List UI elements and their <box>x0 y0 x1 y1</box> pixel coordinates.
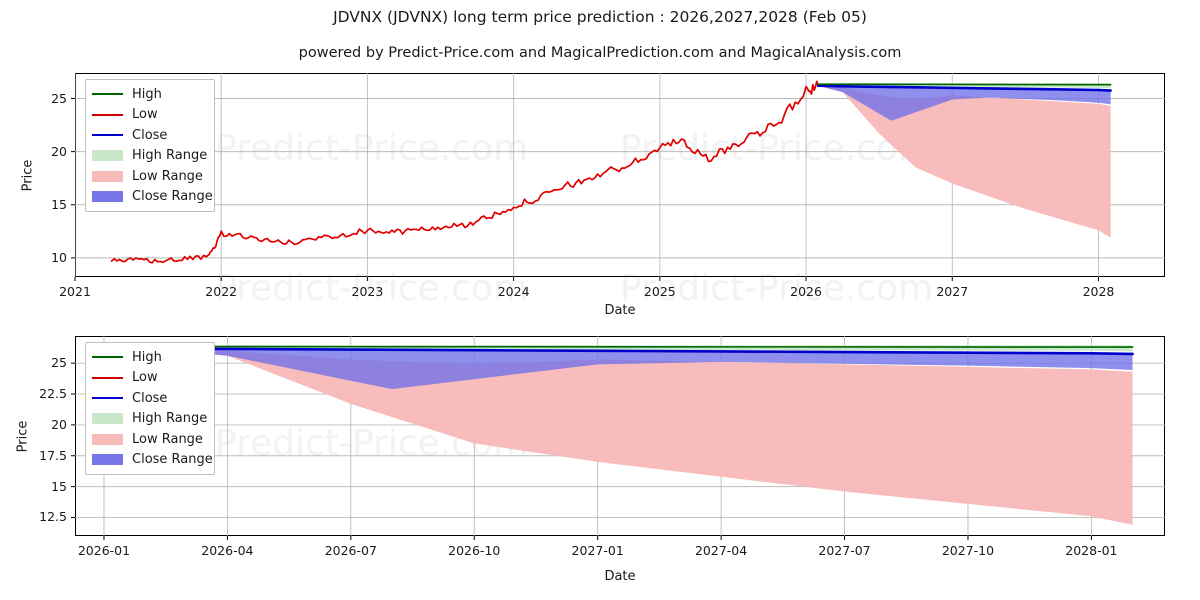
y-axis-tick-label: 17.5 <box>39 447 67 463</box>
y-axis-tick-label: 20 <box>51 416 67 432</box>
legend-item-label: Low Range <box>132 168 203 184</box>
legend-patch-swatch-icon <box>92 149 123 162</box>
forecast-legend-item-low-range: Low Range <box>92 429 207 450</box>
forecast-legend-item-high: High <box>92 347 207 368</box>
legend-patch-swatch-icon <box>92 170 123 183</box>
x-axis-tick-label: 2026-01 <box>77 543 131 558</box>
overview-legend: High Low Close High Range Low Range Close Ran… <box>85 79 215 212</box>
legend-item-label: High Range <box>132 148 208 164</box>
legend-item-label: Low <box>132 107 158 123</box>
overview-x-axis-label: Date <box>604 303 636 318</box>
legend-line-swatch-icon <box>92 351 123 364</box>
legend-item-label: Close Range <box>132 189 213 205</box>
forecast-legend-item-close-range: Close Range <box>92 450 213 471</box>
legend-line-swatch-icon <box>92 129 123 142</box>
legend-line-swatch-icon <box>92 371 123 384</box>
forecast-x-axis-label: Date <box>604 569 636 584</box>
x-axis-tick-label: 2027-07 <box>818 543 871 558</box>
x-axis-tick-label: 2027-10 <box>941 543 995 558</box>
forecast-legend-item-close: Close <box>92 388 207 409</box>
page-title: JDVNX (JDVNX) long term price prediction… <box>333 8 867 26</box>
x-axis-tick-label: 2026-10 <box>448 543 501 558</box>
legend-patch-swatch-icon <box>92 412 123 425</box>
y-axis-tick-label: 15 <box>51 478 67 494</box>
overview-legend-item-close: Close <box>92 125 207 146</box>
overview-legend-item-high-range: High Range <box>92 146 207 167</box>
y-axis-tick-label: 22.5 <box>39 386 67 402</box>
y-axis-tick-label: 15 <box>51 196 67 212</box>
y-axis-tick-label: 20 <box>51 143 67 159</box>
x-axis-tick-label: 2027-04 <box>694 543 748 558</box>
legend-item-label: Low Range <box>132 431 203 447</box>
x-axis-tick-label: 2026 <box>790 284 822 299</box>
x-axis-tick-label: 2028 <box>1082 284 1115 299</box>
y-axis-tick-label: 12.5 <box>39 509 67 525</box>
overview-legend-item-low-range: Low Range <box>92 166 207 187</box>
legend-patch-swatch-icon <box>92 453 123 466</box>
legend-line-swatch-icon <box>92 108 123 121</box>
overview-legend-item-low: Low <box>92 105 207 126</box>
x-axis-tick-label: 2024 <box>497 284 530 299</box>
legend-item-label: Close Range <box>132 452 213 468</box>
page-subtitle: powered by Predict-Price.com and Magical… <box>298 45 902 61</box>
forecast-legend-item-high-range: High Range <box>92 409 207 430</box>
legend-line-swatch-icon <box>92 392 123 405</box>
y-axis-tick-label: 25 <box>51 355 67 371</box>
legend-patch-swatch-icon <box>92 433 123 446</box>
forecast-legend: High Low Close High Range Low Range Close Ran… <box>85 342 215 475</box>
forecast-legend-item-low: Low <box>92 368 207 389</box>
legend-patch-swatch-icon <box>92 190 123 203</box>
x-axis-tick-label: 2026-07 <box>324 543 377 558</box>
legend-item-label: High Range <box>132 411 208 427</box>
legend-line-swatch-icon <box>92 88 123 101</box>
y-axis-tick-label: 25 <box>51 90 67 106</box>
legend-item-label: Close <box>132 390 168 406</box>
x-axis-tick-label: 2028-01 <box>1065 543 1118 558</box>
x-axis-tick-label: 2021 <box>59 284 91 299</box>
x-axis-tick-label: 2023 <box>351 284 384 299</box>
overview-chart-axes <box>75 73 1165 277</box>
forecast-y-axis-label: Price <box>15 420 31 453</box>
y-axis-tick-label: 10 <box>51 249 67 265</box>
x-axis-tick-label: 2027 <box>936 284 969 299</box>
x-axis-tick-label: 2027-01 <box>571 543 624 558</box>
legend-item-label: Low <box>132 370 158 386</box>
overview-legend-item-close-range: Close Range <box>92 187 213 208</box>
x-axis-tick-label: 2026-04 <box>201 543 254 558</box>
legend-item-label: Close <box>132 127 168 143</box>
x-axis-tick-label: 2022 <box>205 284 238 299</box>
x-axis-tick-label: 2025 <box>643 284 676 299</box>
legend-item-label: High <box>132 349 162 365</box>
forecast-chart-axes <box>75 336 1165 536</box>
legend-item-label: High <box>132 86 162 102</box>
overview-legend-item-high: High <box>92 84 207 105</box>
